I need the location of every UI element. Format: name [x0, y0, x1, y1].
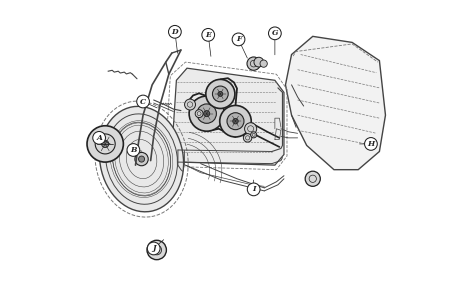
Circle shape	[254, 57, 264, 67]
Circle shape	[227, 113, 244, 130]
Circle shape	[204, 111, 210, 117]
Circle shape	[189, 96, 224, 131]
Circle shape	[93, 132, 106, 144]
Circle shape	[147, 240, 166, 260]
Text: I: I	[252, 185, 255, 193]
Circle shape	[233, 118, 238, 124]
Text: H: H	[367, 140, 374, 148]
Text: G: G	[272, 29, 278, 37]
Circle shape	[365, 138, 377, 150]
Polygon shape	[172, 68, 284, 165]
Circle shape	[147, 242, 160, 255]
Text: B: B	[130, 146, 137, 154]
Circle shape	[169, 25, 181, 38]
Circle shape	[247, 183, 260, 196]
Circle shape	[212, 86, 228, 102]
Text: D: D	[172, 28, 178, 36]
Circle shape	[137, 95, 149, 108]
Text: J: J	[152, 245, 155, 252]
Circle shape	[243, 134, 252, 142]
Circle shape	[232, 33, 245, 46]
Circle shape	[135, 152, 148, 166]
Text: E: E	[205, 31, 211, 39]
Polygon shape	[285, 36, 385, 170]
Circle shape	[195, 110, 203, 118]
Circle shape	[138, 156, 145, 162]
Circle shape	[202, 28, 215, 41]
Circle shape	[87, 126, 123, 162]
Text: A: A	[96, 134, 102, 142]
Text: C: C	[140, 98, 146, 105]
Circle shape	[197, 104, 217, 123]
Circle shape	[245, 123, 257, 135]
Circle shape	[218, 92, 223, 96]
Circle shape	[127, 144, 140, 156]
Circle shape	[247, 57, 260, 70]
Circle shape	[206, 79, 235, 108]
Circle shape	[305, 171, 320, 186]
Circle shape	[268, 27, 281, 40]
Circle shape	[260, 60, 267, 67]
Circle shape	[220, 105, 251, 137]
Ellipse shape	[100, 106, 183, 212]
Circle shape	[101, 140, 109, 148]
Circle shape	[184, 99, 195, 110]
Circle shape	[251, 132, 257, 138]
Text: F: F	[236, 35, 241, 43]
